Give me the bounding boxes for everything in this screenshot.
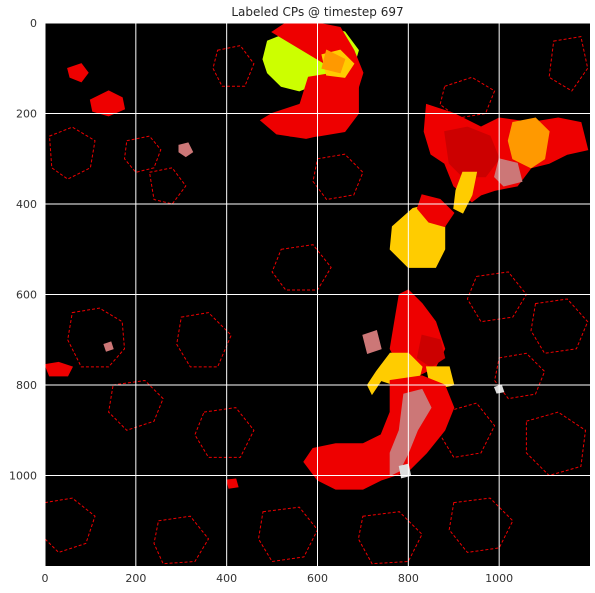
x-axis-ticks: 0 200 400 600 800 1000 <box>42 572 514 585</box>
y-tick-label-3: 600 <box>16 289 37 302</box>
x-tick-label-2: 400 <box>216 572 237 585</box>
y-axis-ticks: 0 200 400 600 800 1000 <box>9 17 37 483</box>
y-tick-label-0: 0 <box>30 17 37 30</box>
x-tick-label-3: 600 <box>307 572 328 585</box>
x-tick-label-5: 1000 <box>485 572 513 585</box>
y-tick-label-5: 1000 <box>9 470 37 483</box>
x-tick-label-4: 800 <box>398 572 419 585</box>
x-tick-label-1: 200 <box>125 572 146 585</box>
y-tick-label-1: 200 <box>16 108 37 121</box>
label-region-23 <box>104 342 113 351</box>
y-tick-label-2: 400 <box>16 198 37 211</box>
y-tick-label-4: 800 <box>16 379 37 392</box>
label-region-26 <box>227 479 238 488</box>
chart-title: Labeled CPs @ timestep 697 <box>231 5 403 19</box>
x-tick-label-0: 0 <box>42 572 49 585</box>
